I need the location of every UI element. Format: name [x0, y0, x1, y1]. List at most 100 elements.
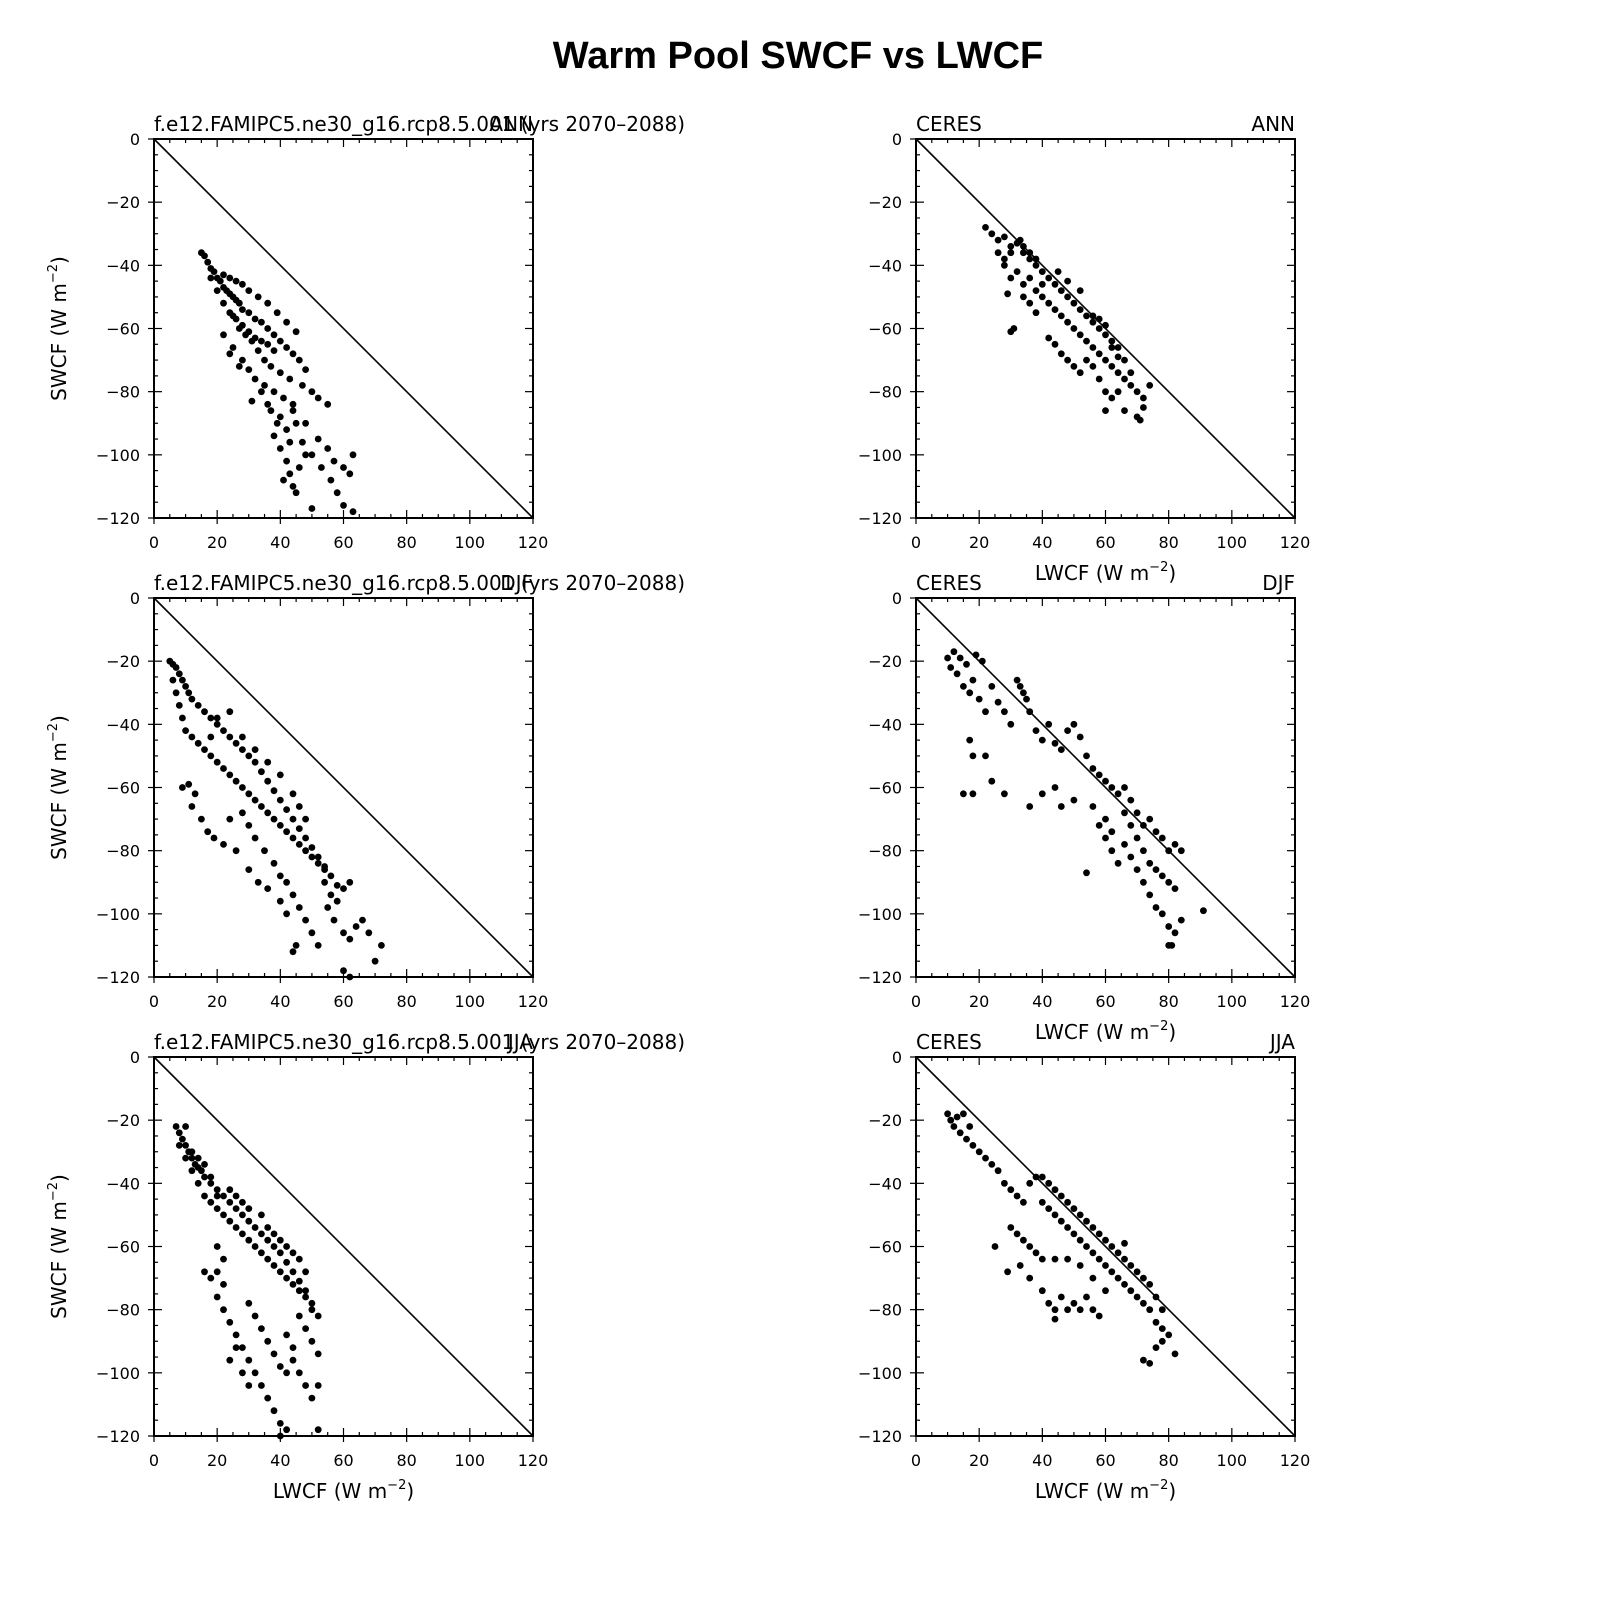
data-point — [295, 1312, 303, 1320]
data-point — [188, 733, 196, 741]
data-point — [283, 1426, 290, 1434]
x-tick-label: 80 — [396, 1451, 416, 1470]
y-tick-label: −100 — [858, 1364, 902, 1383]
data-point — [346, 935, 354, 943]
data-point — [213, 714, 221, 722]
data-point — [295, 841, 303, 848]
data-point — [308, 451, 316, 459]
data-point — [289, 1249, 297, 1257]
data-point — [1032, 309, 1040, 317]
y-tick-label: −120 — [96, 1427, 140, 1446]
data-point — [1121, 356, 1128, 364]
data-point — [261, 356, 268, 364]
data-point — [1070, 1205, 1078, 1212]
x-tick-label: 100 — [1217, 1451, 1248, 1470]
data-point — [1133, 1293, 1141, 1301]
data-point — [1045, 720, 1053, 728]
data-point — [1023, 695, 1030, 703]
data-point — [1038, 1255, 1046, 1263]
x-tick-label: 80 — [396, 533, 416, 552]
data-point — [340, 502, 347, 509]
data-point — [1146, 891, 1154, 899]
data-point — [1083, 1293, 1090, 1301]
data-point — [1070, 299, 1078, 307]
data-point — [204, 258, 212, 266]
data-point — [295, 1255, 303, 1263]
data-point — [207, 733, 215, 741]
data-point — [314, 942, 322, 949]
data-point — [289, 815, 297, 823]
data-point — [1121, 784, 1128, 791]
data-point — [270, 1262, 278, 1269]
data-point — [1114, 369, 1122, 377]
data-point — [1032, 1173, 1040, 1181]
data-point — [314, 1426, 322, 1434]
x-tick-label: 100 — [455, 992, 486, 1011]
data-point — [308, 1299, 316, 1307]
data-point — [1020, 689, 1027, 697]
data-point — [292, 942, 300, 949]
data-point — [349, 451, 357, 459]
data-point — [245, 866, 253, 873]
y-axis-label: SWCF (W m−2) — [46, 256, 71, 401]
x-tick-label: 120 — [1280, 533, 1311, 552]
data-point — [1016, 683, 1024, 690]
data-point — [1007, 1186, 1015, 1194]
data-point — [210, 834, 218, 842]
data-point — [969, 1142, 977, 1149]
data-point — [175, 1142, 183, 1149]
data-point — [276, 771, 284, 779]
data-point — [270, 388, 278, 396]
data-point — [318, 464, 325, 471]
x-tick-label: 20 — [207, 992, 227, 1011]
data-point — [327, 891, 335, 899]
data-point — [264, 325, 272, 332]
y-tick-label: −80 — [106, 1301, 140, 1320]
data-point — [295, 825, 303, 832]
x-axis-label: LWCF (W m−2) — [1035, 1019, 1176, 1044]
y-tick-label: 0 — [130, 1048, 140, 1067]
data-point — [185, 689, 193, 697]
data-point — [1158, 872, 1166, 880]
data-point — [1108, 337, 1116, 345]
data-point — [1140, 847, 1147, 855]
data-point — [207, 1198, 215, 1206]
data-point — [1026, 1179, 1034, 1187]
data-point — [220, 1281, 227, 1288]
data-point — [966, 1123, 974, 1130]
data-point — [210, 268, 218, 275]
data-point — [1001, 255, 1008, 263]
y-tick-label: −20 — [106, 193, 140, 212]
data-point — [1102, 1287, 1109, 1295]
data-point — [207, 1274, 215, 1282]
x-tick-label: 0 — [149, 1451, 159, 1470]
data-point — [239, 280, 246, 288]
data-point — [950, 648, 958, 656]
data-point — [1004, 1268, 1011, 1276]
y-tick-label: 0 — [130, 589, 140, 608]
data-point — [207, 714, 215, 722]
data-point — [1171, 841, 1179, 848]
data-point — [276, 445, 284, 452]
data-point — [258, 337, 265, 345]
y-tick-label: −60 — [106, 1238, 140, 1257]
data-point — [1020, 293, 1027, 301]
data-point — [1057, 312, 1065, 320]
x-axis-label: LWCF (W m−2) — [273, 1478, 414, 1503]
data-point — [226, 1217, 234, 1225]
data-point — [1051, 1211, 1059, 1219]
y-tick-label: −120 — [858, 1427, 902, 1446]
data-point — [289, 400, 297, 408]
data-point — [982, 708, 989, 716]
y-tick-label: −40 — [868, 256, 902, 275]
data-point — [324, 904, 332, 911]
data-point — [239, 1344, 246, 1351]
data-point — [276, 413, 284, 421]
data-point — [1051, 1255, 1059, 1263]
y-tick-label: −60 — [106, 320, 140, 339]
x-tick-label: 60 — [333, 533, 353, 552]
data-point — [270, 347, 278, 354]
data-point — [1016, 236, 1024, 244]
data-point — [1146, 1281, 1154, 1288]
data-point — [169, 676, 177, 684]
